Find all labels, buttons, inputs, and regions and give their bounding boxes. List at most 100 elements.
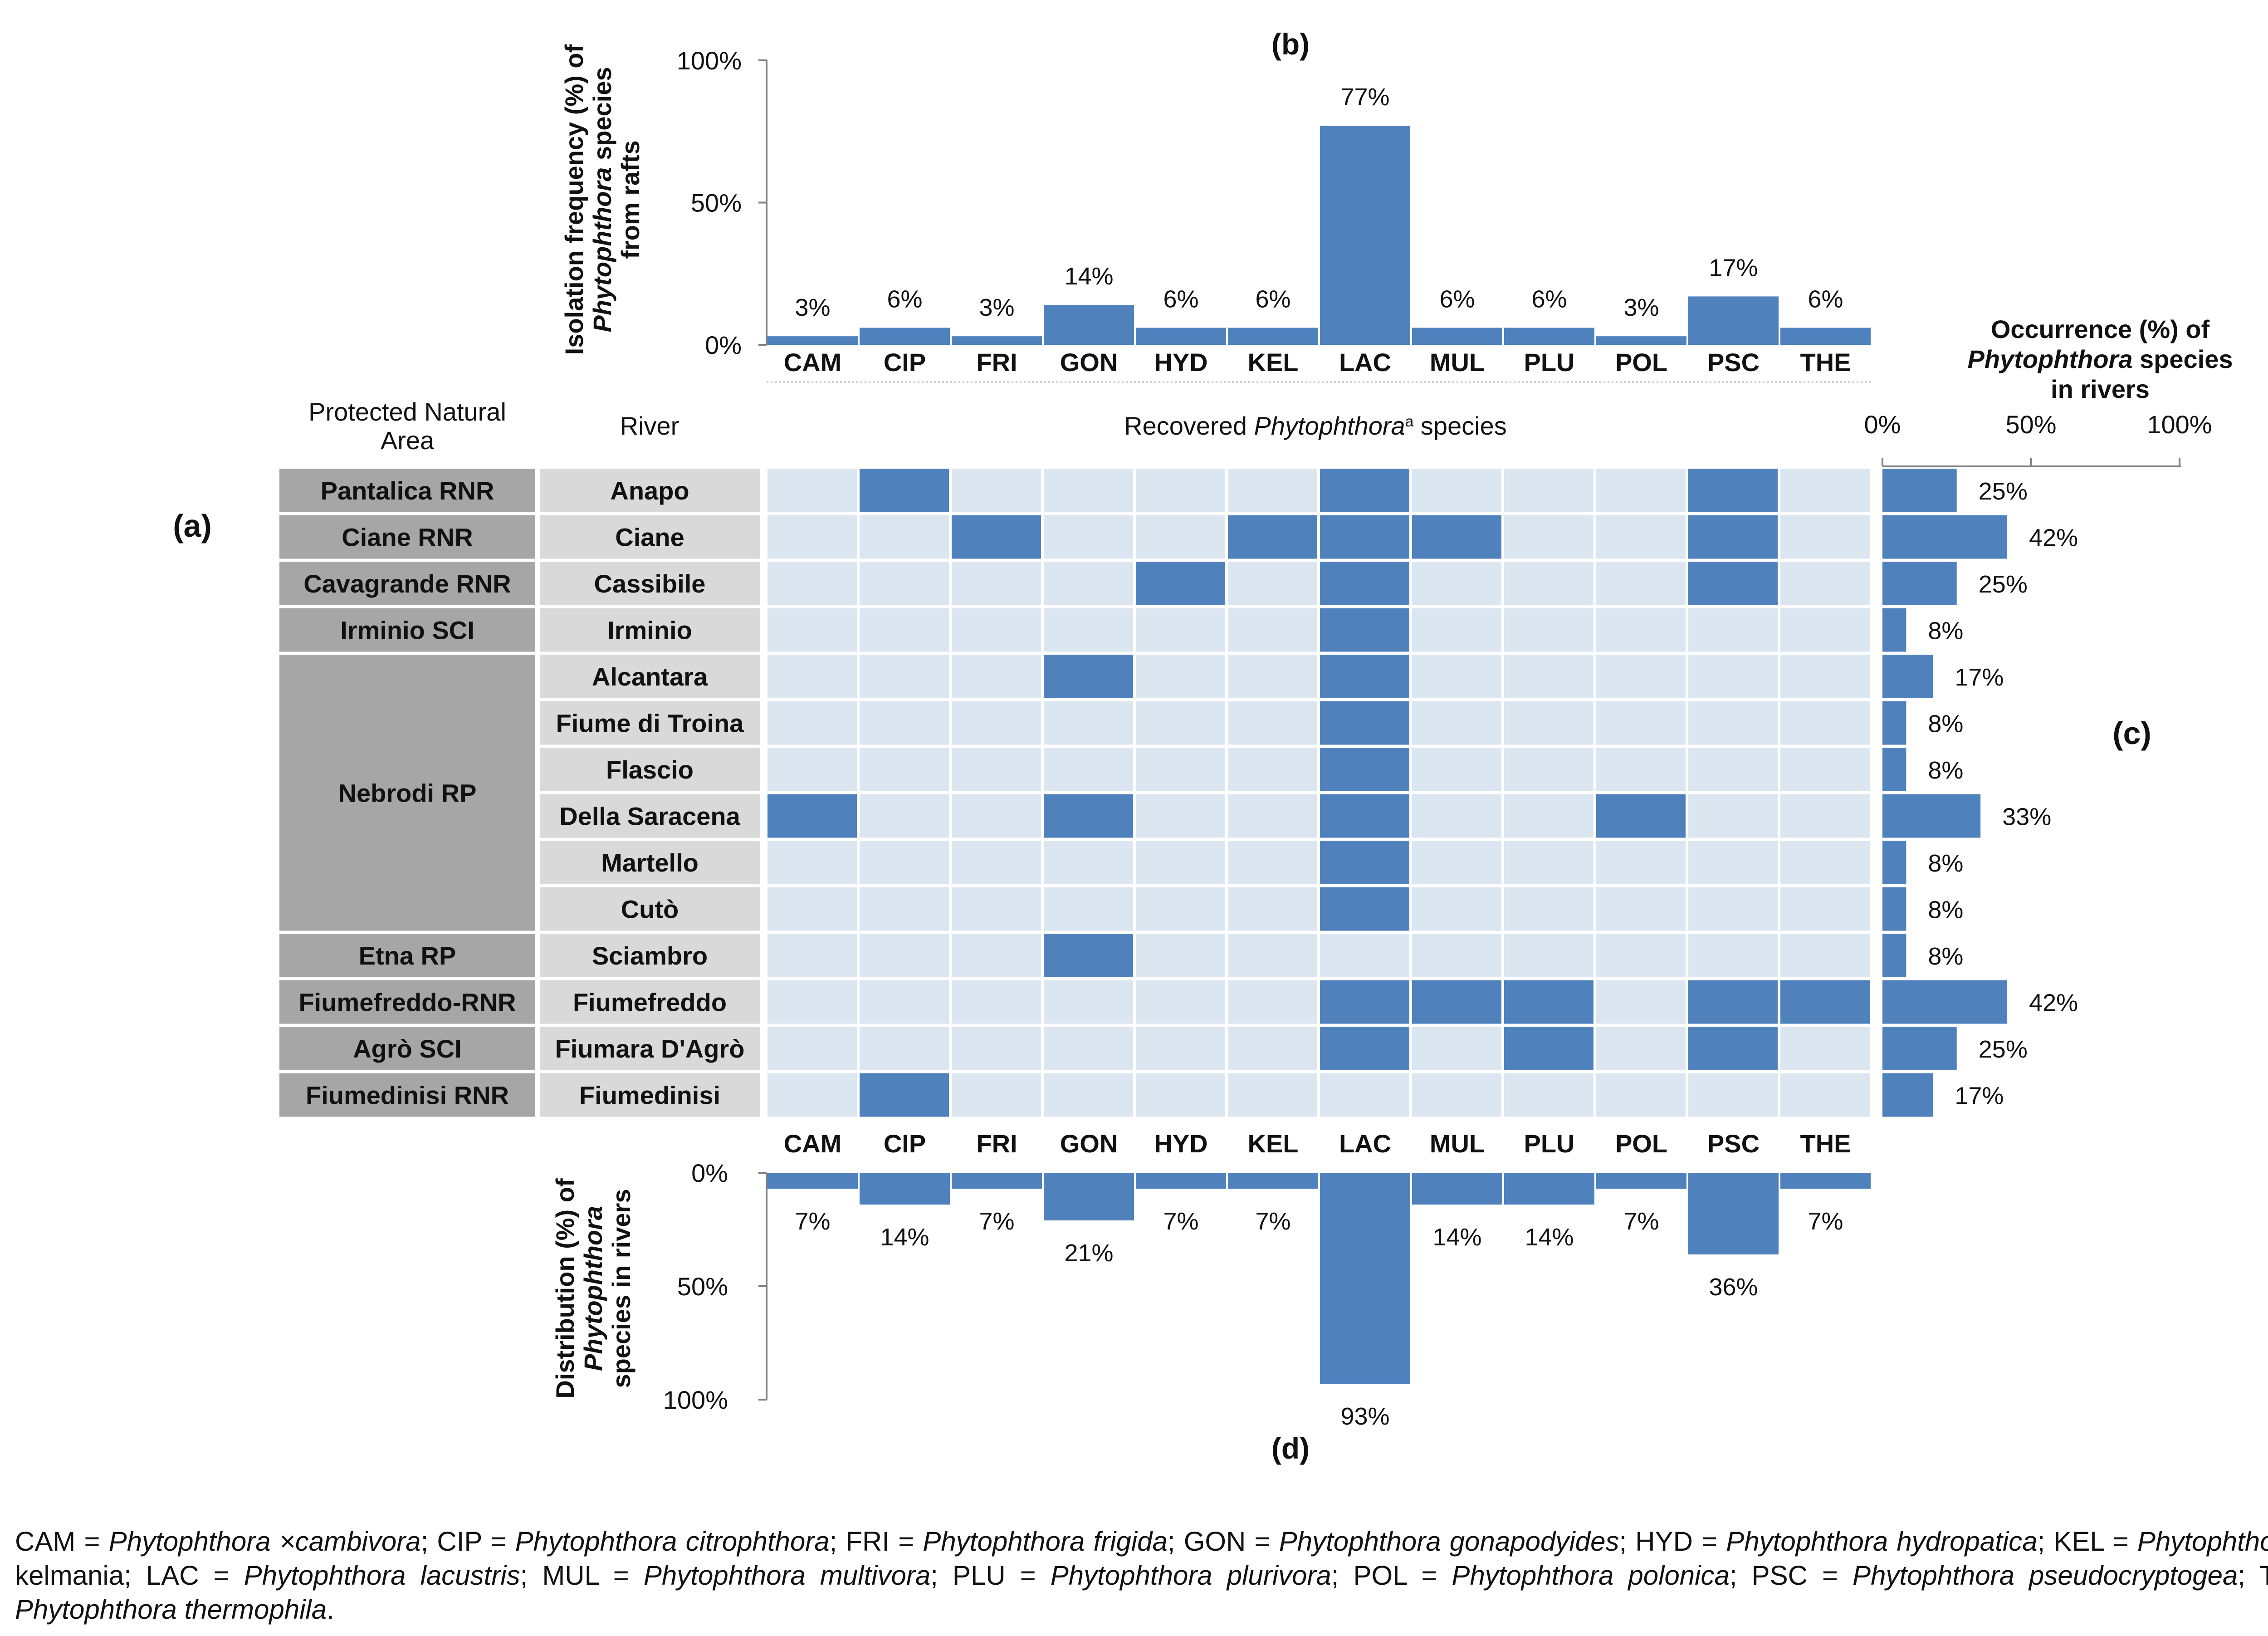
protected-area-name: Cavagrande RNR <box>303 569 511 598</box>
presence-cell-CIP-present <box>860 1073 949 1117</box>
presence-cell-CIP-absent <box>860 980 949 1024</box>
presence-cell-MUL-absent <box>1412 1027 1501 1070</box>
panel-b-y-axis-label-part-0: from rafts <box>616 140 645 259</box>
presence-cell-PLU-absent <box>1504 934 1593 977</box>
presence-cell-CAM-absent <box>767 748 857 791</box>
river-name: Anapo <box>610 476 689 505</box>
panel-b-category-label: THE <box>1800 348 1851 377</box>
panel-c-title: (c) <box>2112 715 2151 751</box>
panel-c-axis-title: in rivers <box>2051 375 2150 403</box>
caption-segment: CAM = <box>15 1526 109 1557</box>
panel-c-value-label: 17% <box>1955 1083 2004 1110</box>
panel-d-category-label: CAM <box>784 1129 842 1158</box>
protected-area-name: Irminio SCI <box>340 616 474 645</box>
panel-b-category-label: KEL <box>1248 348 1299 377</box>
presence-cell-CAM-absent <box>767 980 857 1024</box>
caption-segment: Phytophthora <box>2137 1526 2268 1557</box>
protected-area-cell <box>279 1027 535 1070</box>
presence-cell-LAC-present <box>1320 980 1409 1024</box>
caption-segment: Phytophthora lacustris <box>244 1560 520 1591</box>
panel-c-x-tick-label: 100% <box>2147 410 2212 439</box>
panel-a-label: (a) <box>173 508 212 544</box>
protected-area-cell <box>279 1073 535 1117</box>
protected-area-name: Fiumefreddo-RNR <box>298 988 516 1017</box>
panel-d-category-label: THE <box>1800 1129 1851 1158</box>
panel-b-y-tick-label: 0% <box>705 331 742 359</box>
presence-cell-PLU-present <box>1504 1027 1593 1070</box>
presence-cell-FRI-absent <box>952 562 1041 605</box>
panel-d-title: (d) <box>1271 1431 1310 1465</box>
presence-cell-LAC-absent <box>1320 1073 1409 1117</box>
panel-c-value-label: 8% <box>1928 850 1963 877</box>
header-recovered-species-part-1: Phytophthora <box>1254 411 1405 440</box>
river-cell <box>540 608 760 652</box>
presence-cell-MUL-absent <box>1412 841 1501 884</box>
presence-cell-GON-absent <box>1044 748 1133 791</box>
river-name: Fiumara D'Agrò <box>555 1034 745 1063</box>
protected-area-name: Agrò SCI <box>353 1034 462 1063</box>
presence-cell-FRI-absent <box>952 980 1041 1024</box>
panel-b-y-axis-label: Phytophthora species <box>588 67 616 332</box>
presence-cell-KEL-absent <box>1228 562 1317 605</box>
panel-c-bar-Fiumedinisi <box>1882 1073 1933 1117</box>
river-name: Martello <box>601 848 699 877</box>
panel-d-y-axis-label: species in rivers <box>607 1189 635 1388</box>
presence-cell-PSC-absent <box>1688 794 1778 838</box>
panel-b-category-label: POL <box>1615 348 1667 377</box>
panel-b-bar-THE <box>1780 328 1871 345</box>
river-name: Cassibile <box>594 569 706 598</box>
panel-b-y-axis-label: from rafts <box>616 140 645 259</box>
presence-cell-POL-absent <box>1596 562 1686 605</box>
panel-d-value-label: 14% <box>880 1224 929 1251</box>
panel-c-value-label: 8% <box>1928 896 1963 924</box>
panel-d-y-axis-label-part-0: species in rivers <box>607 1189 635 1388</box>
caption-segment: ; POL = <box>1331 1560 1452 1591</box>
panel-b-value-label: 6% <box>1163 285 1198 313</box>
panel-b-y-axis-label-part-0: Phytophthora <box>588 167 616 333</box>
presence-cell-KEL-present <box>1228 515 1317 559</box>
presence-cell-KEL-absent <box>1228 794 1317 838</box>
presence-cell-LAC-present <box>1320 655 1409 698</box>
caption-segment: Phytophthora thermophila <box>15 1594 327 1625</box>
river-name: Fiumedinisi <box>579 1081 720 1110</box>
presence-cell-PLU-absent <box>1504 562 1593 605</box>
panel-b-bar-KEL <box>1228 328 1318 345</box>
presence-cell-PSC-absent <box>1688 608 1778 652</box>
panel-c-value-label: 25% <box>1979 478 2028 505</box>
presence-cell-HYD-absent <box>1136 701 1225 745</box>
presence-cell-GON-present <box>1044 794 1133 838</box>
presence-cell-GON-present <box>1044 655 1133 698</box>
presence-cell-THE-absent <box>1780 887 1870 931</box>
panel-c-value-label: 8% <box>1928 617 1963 645</box>
presence-cell-PLU-absent <box>1504 748 1593 791</box>
header-recovered-species-part-3: species <box>1413 411 1506 440</box>
panel-b-isolation-frequency-chart: 0% 50% 100% 3% 6% 3% 14% 6% 6% 77% 6% 6% 3% 17% 6% CAM C… <box>560 27 1872 382</box>
river-cell <box>540 748 760 791</box>
header-recovered-species-part-0: Recovered <box>1124 411 1254 440</box>
panel-c-value-label: 8% <box>1928 757 1963 784</box>
caption-segment: Phytophthora citrophthora <box>515 1526 830 1557</box>
presence-cell-KEL-absent <box>1228 655 1317 698</box>
presence-cell-HYD-absent <box>1136 1027 1225 1070</box>
presence-cell-HYD-absent <box>1136 841 1225 884</box>
panel-b-value-label: 6% <box>887 285 922 313</box>
presence-cell-LAC-present <box>1320 469 1409 512</box>
panel-c-axis-title-part-0: Occurrence (%) of <box>1991 315 2210 343</box>
panel-b-y-tick-label: 100% <box>677 46 742 75</box>
panel-c-axis-title-part-0: in rivers <box>2051 375 2150 403</box>
presence-cell-LAC-present <box>1320 887 1409 931</box>
river-cell <box>540 469 760 512</box>
presence-cell-CAM-absent <box>767 469 857 512</box>
presence-cell-LAC-absent <box>1320 934 1409 977</box>
presence-cell-LAC-present <box>1320 748 1409 791</box>
presence-cell-MUL-absent <box>1412 608 1501 652</box>
presence-cell-LAC-present <box>1320 562 1409 605</box>
caption-segment: Phytophthora gonapodyides <box>1279 1526 1619 1557</box>
presence-cell-FRI-absent <box>952 655 1041 698</box>
presence-cell-FRI-absent <box>952 748 1041 791</box>
river-name: Della Saracena <box>559 802 740 831</box>
presence-cell-POL-absent <box>1596 748 1686 791</box>
panel-d-bar-HYD <box>1136 1173 1226 1189</box>
panel-c-bar-Alcantara <box>1882 655 1933 698</box>
